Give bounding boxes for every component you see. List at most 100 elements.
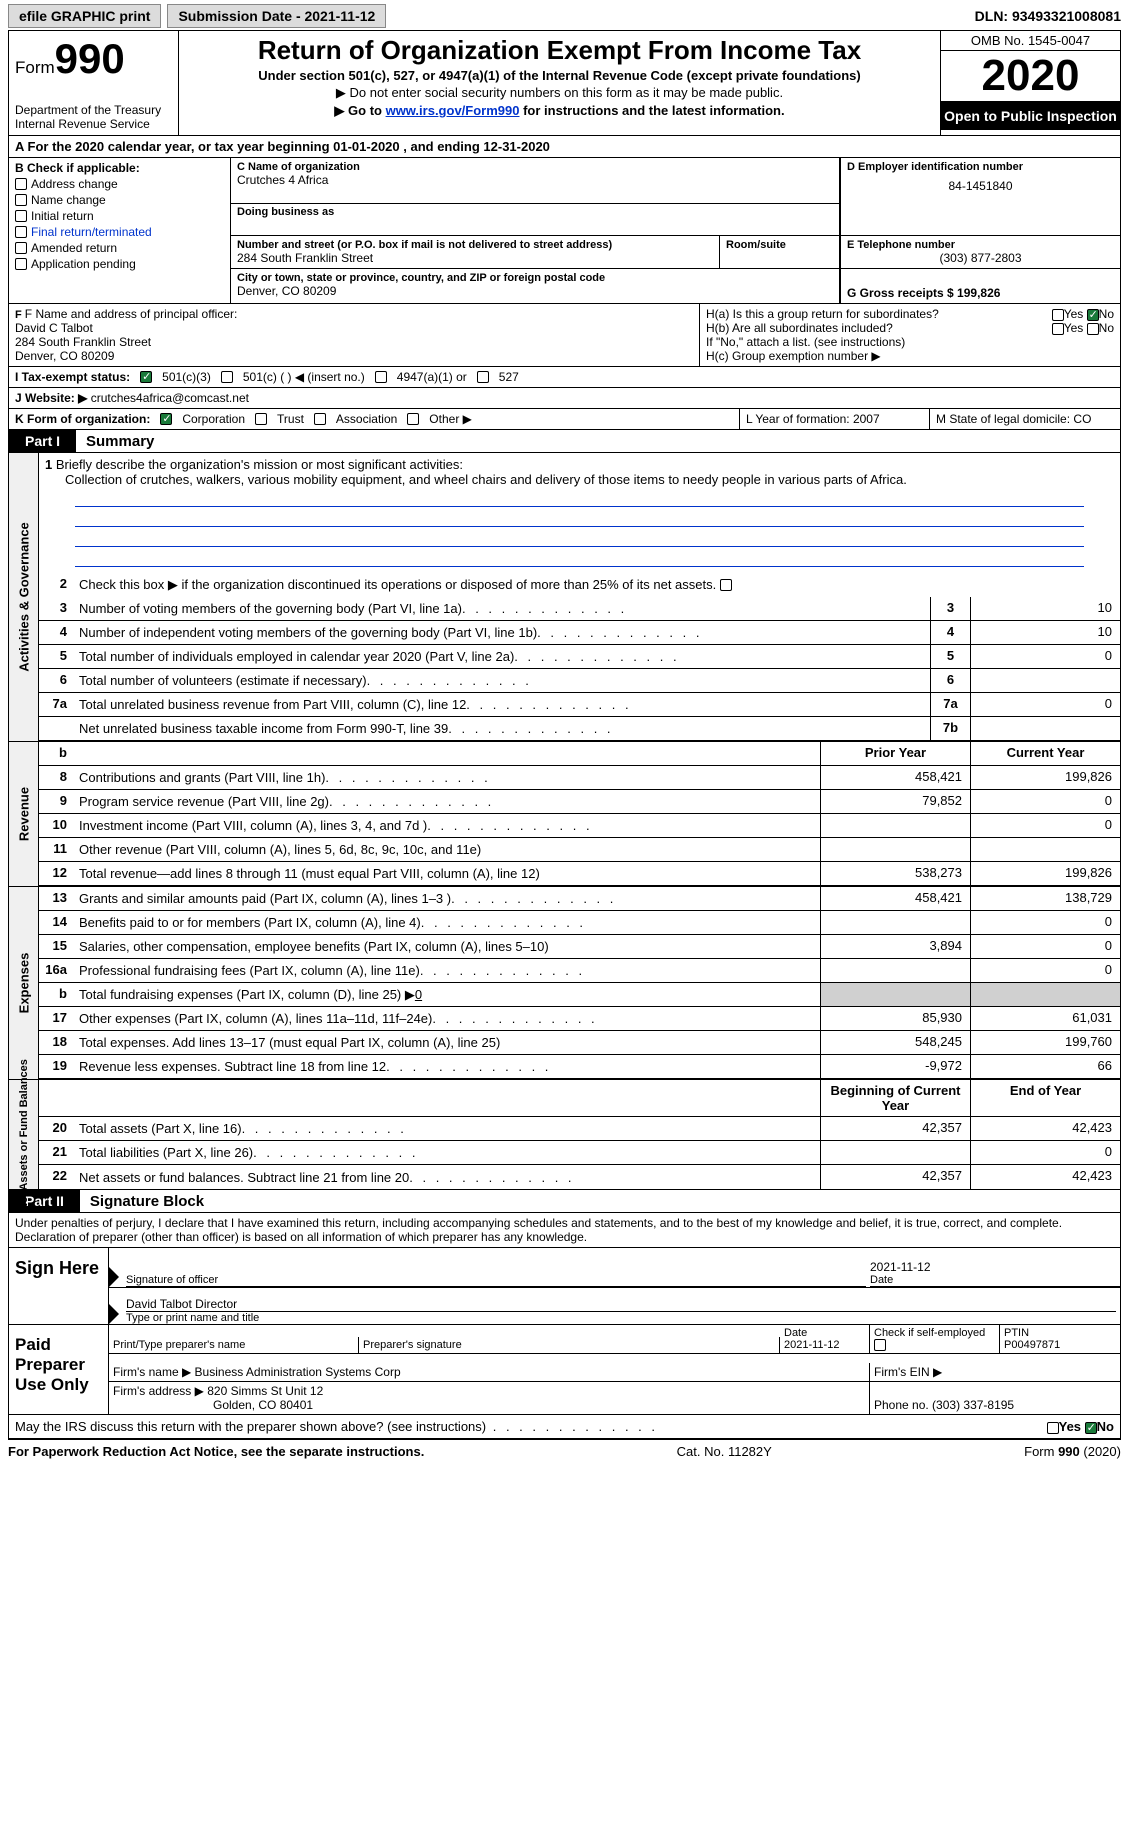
hb-yes-checkbox[interactable] bbox=[1052, 323, 1064, 335]
tax-year: 2020 bbox=[941, 51, 1120, 102]
line5-value: 0 bbox=[970, 645, 1120, 668]
side-net-assets: Net Assets or Fund Balances bbox=[18, 1059, 30, 1211]
final-return-checkbox[interactable] bbox=[15, 226, 27, 238]
name-change-checkbox[interactable] bbox=[15, 194, 27, 206]
line7b-value bbox=[970, 717, 1120, 740]
527-checkbox[interactable] bbox=[477, 371, 489, 383]
discuss-no-checkbox[interactable] bbox=[1085, 1422, 1097, 1434]
side-governance: Activities & Governance bbox=[16, 522, 31, 672]
4947-checkbox[interactable] bbox=[375, 371, 387, 383]
omb-number: OMB No. 1545-0047 bbox=[941, 31, 1120, 51]
org-name: Crutches 4 Africa bbox=[237, 173, 833, 187]
revenue-section: Revenue bPrior YearCurrent Year 8Contrib… bbox=[8, 742, 1121, 887]
sign-date: 2021-11-12 bbox=[870, 1260, 1120, 1274]
end-year-header: End of Year bbox=[970, 1080, 1120, 1116]
governance-section: Activities & Governance 1 Briefly descri… bbox=[8, 453, 1121, 742]
other-checkbox[interactable] bbox=[407, 413, 419, 425]
submission-date-button[interactable]: Submission Date - 2021-11-12 bbox=[167, 4, 386, 28]
row-j: J Website: ▶ crutches4africa@comcast.net bbox=[8, 388, 1121, 409]
entity-info-grid: B Check if applicable: Address change Na… bbox=[8, 158, 1121, 304]
arrow-icon bbox=[109, 1304, 119, 1324]
hb-no-checkbox[interactable] bbox=[1087, 323, 1099, 335]
ha-label: H(a) Is this a group return for subordin… bbox=[706, 307, 939, 321]
paid-preparer-label: Paid Preparer Use Only bbox=[9, 1325, 109, 1414]
current-year-header: Current Year bbox=[970, 742, 1120, 765]
arrow-icon bbox=[109, 1267, 119, 1287]
officer-addr2: Denver, CO 80209 bbox=[15, 349, 693, 363]
sig-officer-label: Signature of officer bbox=[126, 1274, 866, 1286]
row-k: K Form of organization: Corporation Trus… bbox=[8, 409, 1121, 430]
form-instruction-2: ▶ Go to www.irs.gov/Form990 for instruct… bbox=[185, 103, 934, 119]
hb-label: H(b) Are all subordinates included? bbox=[706, 321, 893, 335]
line3-value: 10 bbox=[970, 597, 1120, 620]
corporation-checkbox[interactable] bbox=[160, 413, 172, 425]
page-footer: For Paperwork Reduction Act Notice, see … bbox=[8, 1439, 1121, 1463]
form-subtitle: Under section 501(c), 527, or 4947(a)(1)… bbox=[185, 68, 934, 83]
irs-link[interactable]: www.irs.gov/Form990 bbox=[386, 103, 520, 118]
line7a-value: 0 bbox=[970, 693, 1120, 716]
city-label: City or town, state or province, country… bbox=[237, 272, 833, 284]
phone-label: E Telephone number bbox=[847, 239, 1114, 251]
officer-addr1: 284 South Franklin Street bbox=[15, 335, 693, 349]
box-f-h: F F Name and address of principal office… bbox=[8, 304, 1121, 367]
hb-note: If "No," attach a list. (see instruction… bbox=[706, 335, 1114, 349]
discuss-yes-checkbox[interactable] bbox=[1047, 1422, 1059, 1434]
year-formation: L Year of formation: 2007 bbox=[740, 409, 930, 429]
signer-name-label: Type or print name and title bbox=[126, 1311, 1116, 1324]
association-checkbox[interactable] bbox=[314, 413, 326, 425]
city-value: Denver, CO 80209 bbox=[237, 284, 833, 298]
dept-label: Department of the Treasury Internal Reve… bbox=[15, 103, 172, 131]
side-expenses: Expenses bbox=[16, 953, 31, 1014]
amended-return-checkbox[interactable] bbox=[15, 242, 27, 254]
website-value: crutches4africa@comcast.net bbox=[91, 391, 249, 405]
paid-preparer-section: Paid Preparer Use Only Print/Type prepar… bbox=[8, 1325, 1121, 1415]
top-toolbar: efile GRAPHIC print Submission Date - 20… bbox=[8, 4, 1121, 28]
application-pending-checkbox[interactable] bbox=[15, 258, 27, 270]
form-number: 990 bbox=[55, 35, 125, 82]
expenses-section: Expenses 13Grants and similar amounts pa… bbox=[8, 887, 1121, 1080]
hc-label: H(c) Group exemption number ▶ bbox=[706, 349, 1114, 363]
part-i-header: Part I Summary bbox=[8, 430, 1121, 453]
sign-date-label: Date bbox=[870, 1274, 1120, 1286]
efile-print-button[interactable]: efile GRAPHIC print bbox=[8, 4, 161, 28]
form-instruction-1: ▶ Do not enter social security numbers o… bbox=[185, 85, 934, 101]
ein-value: 84-1451840 bbox=[847, 179, 1114, 193]
phone-value: (303) 877-2803 bbox=[847, 251, 1114, 265]
penalties-text: Under penalties of perjury, I declare th… bbox=[8, 1213, 1121, 1248]
begin-year-header: Beginning of Current Year bbox=[820, 1080, 970, 1116]
prior-year-header: Prior Year bbox=[820, 742, 970, 765]
net-assets-section: Net Assets or Fund Balances Beginning of… bbox=[8, 1080, 1121, 1190]
ein-label: D Employer identification number bbox=[847, 161, 1114, 173]
line4-value: 10 bbox=[970, 621, 1120, 644]
sign-here-section: Sign Here Signature of officer 2021-11-1… bbox=[8, 1248, 1121, 1325]
form-title: Return of Organization Exempt From Incom… bbox=[185, 35, 934, 66]
501c-checkbox[interactable] bbox=[221, 371, 233, 383]
trust-checkbox[interactable] bbox=[255, 413, 267, 425]
form-label: Form bbox=[15, 58, 55, 77]
room-label: Room/suite bbox=[726, 239, 833, 251]
part-ii-header: Part II Signature Block bbox=[8, 1190, 1121, 1213]
street-value: 284 South Franklin Street bbox=[237, 251, 713, 265]
street-label: Number and street (or P.O. box if mail i… bbox=[237, 239, 713, 251]
side-revenue: Revenue bbox=[16, 787, 31, 841]
dln-label: DLN: 93493321008081 bbox=[975, 8, 1121, 24]
dba-label: Doing business as bbox=[237, 206, 833, 218]
initial-return-checkbox[interactable] bbox=[15, 210, 27, 222]
signer-name: David Talbot Director bbox=[126, 1297, 1116, 1311]
ha-yes-checkbox[interactable] bbox=[1052, 309, 1064, 321]
line6-value bbox=[970, 669, 1120, 692]
q1-label: Briefly describe the organization's miss… bbox=[56, 457, 463, 472]
address-change-checkbox[interactable] bbox=[15, 178, 27, 190]
form-header: Form990 Department of the Treasury Inter… bbox=[8, 30, 1121, 136]
discuss-row: May the IRS discuss this return with the… bbox=[8, 1415, 1121, 1439]
501c3-checkbox[interactable] bbox=[140, 371, 152, 383]
section-a: A For the 2020 calendar year, or tax yea… bbox=[8, 136, 1121, 158]
gross-receipts: G Gross receipts $ 199,826 bbox=[847, 286, 1114, 300]
box-b-title: B Check if applicable: bbox=[15, 161, 224, 175]
officer-name: David C Talbot bbox=[15, 321, 693, 335]
org-name-label: C Name of organization bbox=[237, 161, 833, 173]
self-employed-checkbox[interactable] bbox=[874, 1339, 886, 1351]
state-domicile: M State of legal domicile: CO bbox=[930, 409, 1120, 429]
q2-checkbox[interactable] bbox=[720, 579, 732, 591]
ha-no-checkbox[interactable] bbox=[1087, 309, 1099, 321]
